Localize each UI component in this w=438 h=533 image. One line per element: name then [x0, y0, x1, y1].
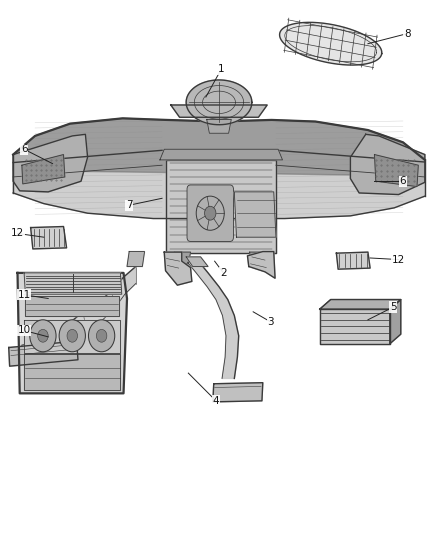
- Text: 4: 4: [212, 396, 219, 406]
- Text: 8: 8: [404, 29, 411, 38]
- Polygon shape: [247, 252, 275, 278]
- Polygon shape: [207, 119, 231, 133]
- Polygon shape: [320, 300, 401, 309]
- Polygon shape: [186, 80, 252, 125]
- Text: 5: 5: [390, 302, 397, 312]
- Polygon shape: [127, 252, 145, 266]
- Circle shape: [38, 329, 48, 342]
- Polygon shape: [390, 300, 401, 344]
- Polygon shape: [25, 296, 119, 316]
- Text: 1: 1: [218, 64, 225, 74]
- Polygon shape: [336, 252, 370, 269]
- Text: 12: 12: [11, 229, 24, 238]
- Circle shape: [96, 329, 107, 342]
- Circle shape: [88, 320, 115, 352]
- Polygon shape: [234, 192, 276, 237]
- Polygon shape: [160, 149, 283, 160]
- Circle shape: [30, 320, 56, 352]
- Polygon shape: [171, 105, 267, 117]
- FancyBboxPatch shape: [187, 185, 233, 241]
- Polygon shape: [31, 227, 67, 249]
- Polygon shape: [18, 273, 127, 393]
- Polygon shape: [13, 134, 88, 192]
- Text: 3: 3: [267, 317, 274, 327]
- Polygon shape: [374, 155, 418, 187]
- Polygon shape: [22, 155, 65, 184]
- Polygon shape: [213, 383, 263, 402]
- Polygon shape: [320, 309, 390, 344]
- Circle shape: [67, 329, 78, 342]
- Polygon shape: [279, 22, 382, 65]
- Polygon shape: [24, 354, 120, 390]
- Text: 6: 6: [21, 144, 28, 154]
- Polygon shape: [250, 252, 267, 264]
- Polygon shape: [22, 266, 136, 362]
- Text: 10: 10: [18, 326, 31, 335]
- Polygon shape: [13, 118, 425, 219]
- Polygon shape: [24, 320, 120, 353]
- Polygon shape: [166, 160, 276, 253]
- Circle shape: [205, 206, 216, 220]
- Text: 7: 7: [126, 200, 133, 210]
- Text: 2: 2: [220, 268, 227, 278]
- Polygon shape: [186, 257, 208, 266]
- Text: 6: 6: [399, 176, 406, 186]
- Polygon shape: [350, 134, 425, 195]
- Polygon shape: [172, 252, 191, 264]
- Text: 11: 11: [18, 290, 31, 300]
- Polygon shape: [9, 341, 78, 366]
- Polygon shape: [164, 252, 192, 285]
- Text: 12: 12: [392, 255, 405, 264]
- Circle shape: [59, 320, 85, 352]
- Polygon shape: [13, 118, 425, 176]
- Polygon shape: [187, 262, 239, 378]
- Polygon shape: [24, 273, 122, 294]
